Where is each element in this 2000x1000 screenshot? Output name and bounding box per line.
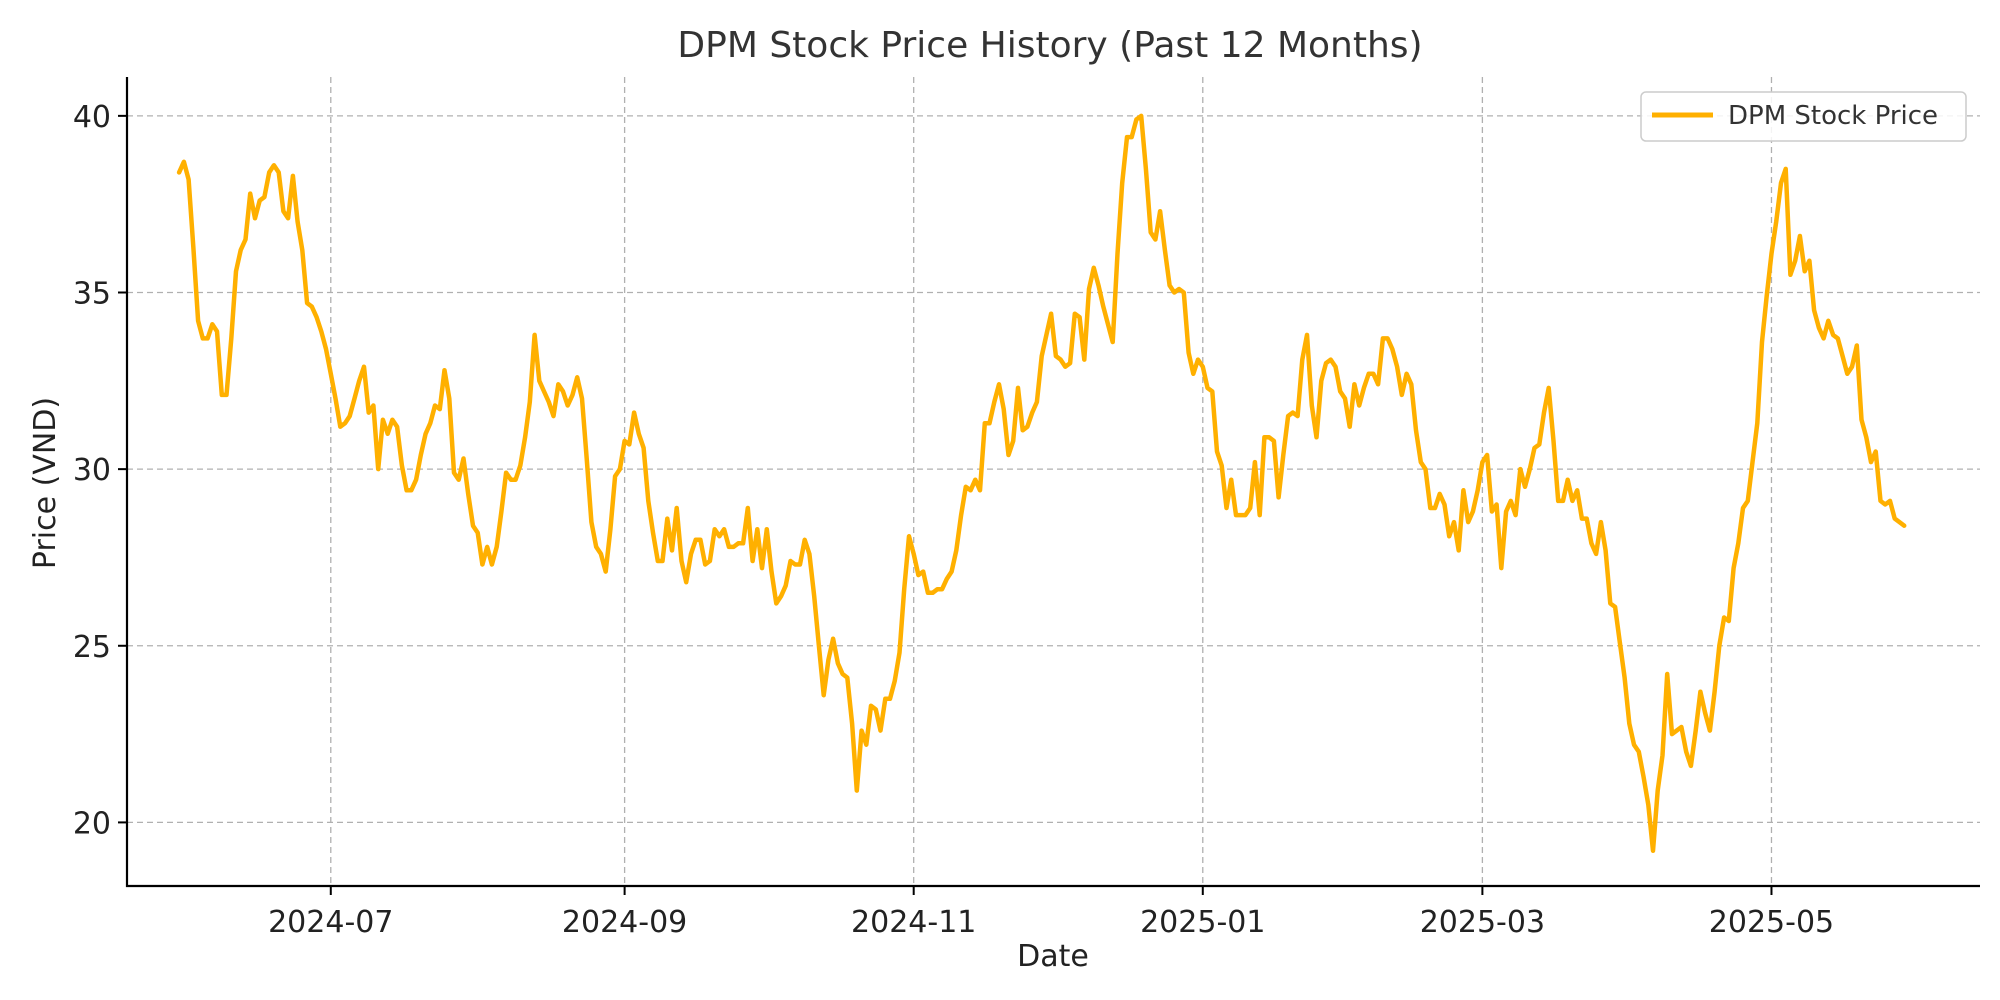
x-tick-label: 2024-09 [562,905,687,940]
y-tick-label: 35 [73,276,111,311]
x-axis-ticks: 2024-07 2024-09 2024-11 2025-01 2025-03 2025-… [268,886,1834,940]
legend-label: DPM Stock Price [1728,101,1938,131]
x-tick-label: 2025-05 [1709,905,1834,940]
y-tick-label: 30 [73,453,111,488]
y-tick-label: 25 [73,630,111,665]
x-tick-label: 2024-11 [851,905,976,940]
y-axis-ticks: 20 25 30 35 40 [73,100,127,841]
x-tick-label: 2025-03 [1420,905,1545,940]
x-axis-label: Date [1017,939,1089,974]
series-line [176,113,1907,853]
y-axis-label: Price (VND) [28,397,63,569]
legend-box [1640,91,1967,142]
y-tick-label: 20 [73,806,111,841]
x-tick-label: 2024-07 [268,905,393,940]
series-layer [176,113,1907,853]
x-tick-label: 2025-01 [1140,905,1265,940]
chart-title: DPM Stock Price History (Past 12 Months) [677,25,1422,66]
axis-spines [125,77,1980,888]
y-tick-label: 40 [73,100,111,135]
grid [127,77,1980,886]
legend: DPM Stock Price [1640,91,1967,142]
